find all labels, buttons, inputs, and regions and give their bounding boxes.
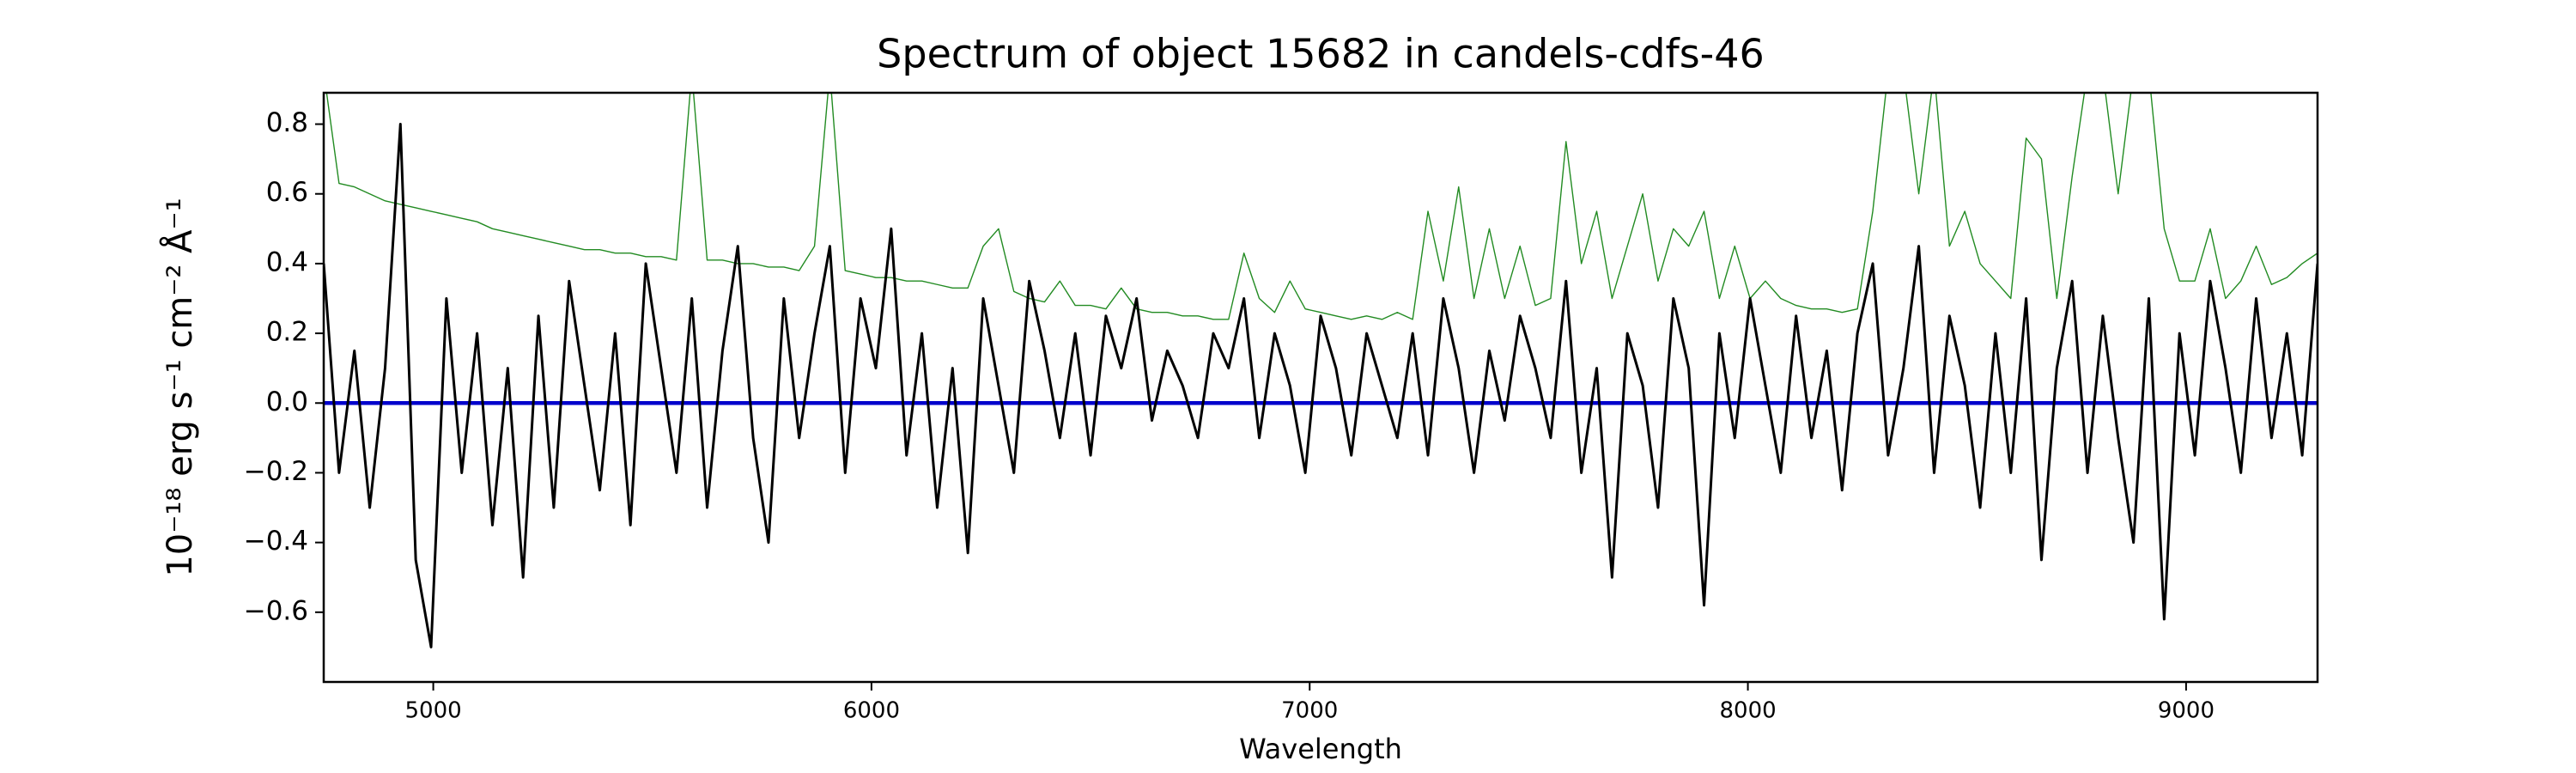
plot-frame — [322, 91, 2319, 684]
x-tick-label: 5000 — [404, 698, 461, 724]
x-tick-label: 8000 — [1719, 698, 1776, 724]
x-tick-label: 7000 — [1281, 698, 1338, 724]
chart-title: Spectrum of object 15682 in candels-cdfs… — [877, 31, 1765, 77]
y-tick-label: 0.0 — [266, 386, 308, 417]
spectrum-line — [324, 123, 2318, 648]
y-tick-label: 0.4 — [266, 247, 308, 277]
y-tick-label: 0.2 — [266, 317, 308, 348]
plot-lines — [324, 93, 2318, 648]
y-tick-label: −0.2 — [244, 456, 308, 487]
x-tick-label: 6000 — [843, 698, 900, 724]
spectrum-line — [325, 93, 2318, 320]
x-axis-label: Wavelength — [1239, 733, 1402, 765]
y-axis-label: 10⁻¹⁸ erg s⁻¹ cm⁻² Å⁻¹ — [159, 198, 200, 576]
y-tick-label: −0.4 — [244, 526, 308, 557]
y-tick-label: 0.8 — [266, 107, 308, 138]
y-tick-label: −0.6 — [244, 595, 308, 626]
y-tick-label: 0.6 — [266, 177, 308, 208]
x-tick-label: 9000 — [2158, 698, 2215, 724]
